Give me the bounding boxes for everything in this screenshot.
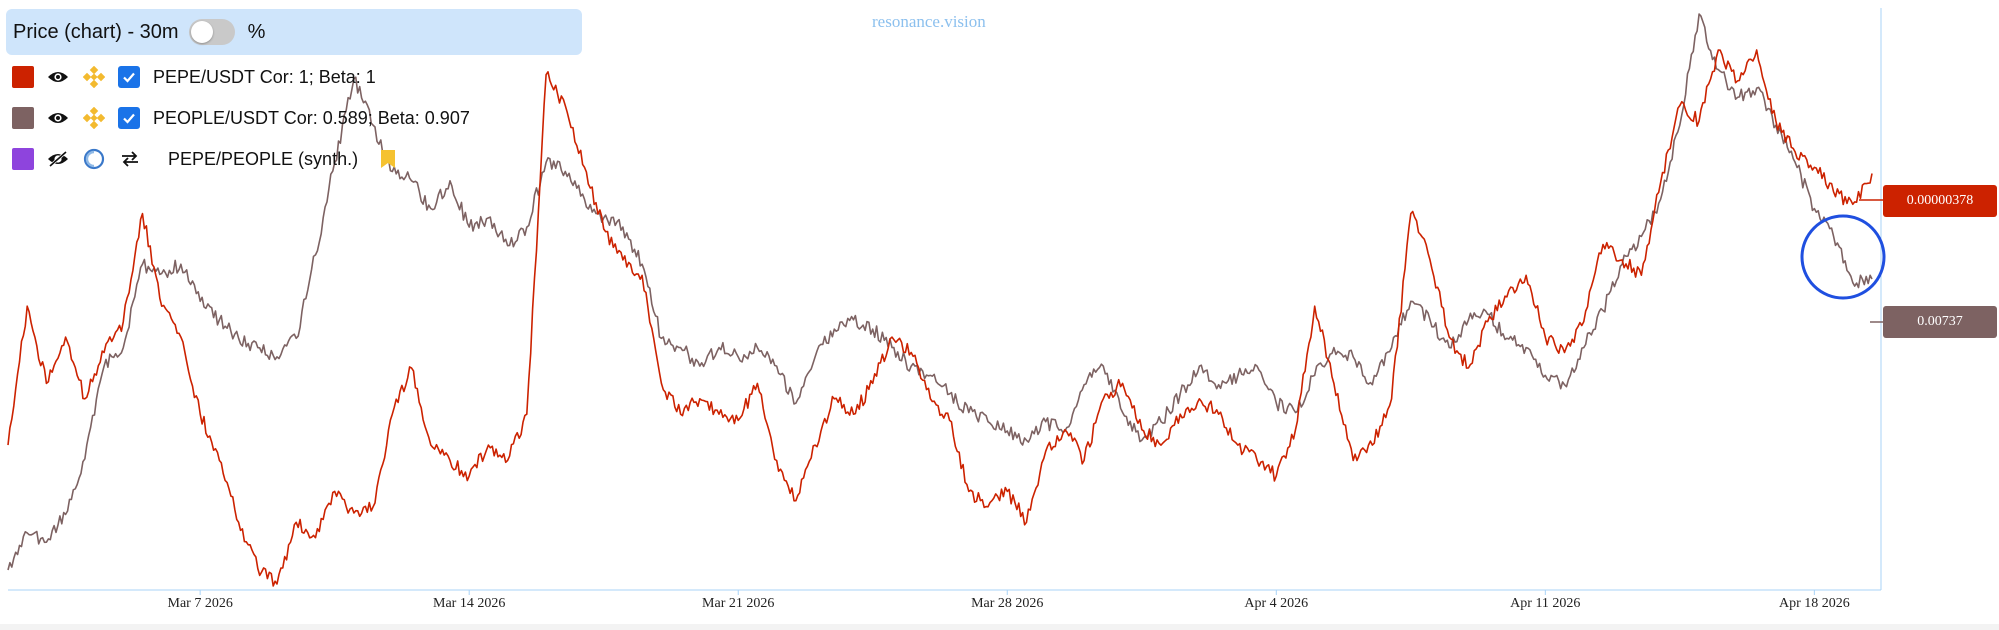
x-tick-label: Mar 21 2026: [702, 596, 775, 611]
chart-header: Price (chart) - 30m %: [6, 9, 582, 55]
legend-label: PEPE/USDT Cor: 1; Beta: 1: [153, 66, 376, 87]
series-checkbox[interactable]: [118, 66, 140, 88]
x-tick-label: Mar 7 2026: [167, 596, 233, 611]
swap-icon[interactable]: [118, 147, 142, 171]
legend-item-pepe-usdt: PEPE/USDT Cor: 1; Beta: 1: [12, 63, 376, 91]
binance-icon: [82, 65, 106, 89]
people-price-label: 0.00737: [1883, 306, 1997, 338]
legend-label: PEPE/PEOPLE (synth.): [168, 148, 359, 169]
watermark: resonance.vision: [872, 12, 986, 31]
x-tick-label: Apr 11 2026: [1510, 596, 1581, 611]
binance-icon: [82, 106, 106, 130]
x-tick-label: Mar 14 2026: [433, 596, 506, 611]
percent-toggle[interactable]: [188, 19, 235, 45]
eye-icon[interactable]: [46, 106, 70, 130]
x-tick-label: Apr 18 2026: [1778, 596, 1850, 611]
x-tick-label: Mar 28 2026: [971, 596, 1044, 611]
eye-icon[interactable]: [46, 65, 70, 89]
series-line-pepe-usdt: [7, 49, 1873, 587]
toggle-knob: [190, 21, 213, 43]
check-icon: [123, 72, 135, 83]
bookmark-icon[interactable]: [376, 147, 400, 171]
x-tick-label: Apr 4 2026: [1244, 596, 1309, 611]
legend-item-people-usdt: PEOPLE/USDT Cor: 0.589; Beta: 0.907: [12, 104, 470, 132]
series-checkbox[interactable]: [118, 107, 140, 129]
series-line-people-usdt: [7, 13, 1873, 571]
eye-off-icon[interactable]: [46, 147, 70, 171]
color-swatch[interactable]: [12, 148, 34, 170]
legend-label: PEOPLE/USDT Cor: 0.589; Beta: 0.907: [153, 107, 470, 128]
chart-title: Price (chart) - 30m: [13, 20, 179, 43]
annotation-circle: [1800, 214, 1886, 300]
legend-item-pepe-people-synth: PEPE/PEOPLE (synth.): [12, 145, 412, 173]
percent-label: %: [247, 20, 266, 43]
synthetic-icon: [82, 147, 106, 171]
color-swatch[interactable]: [12, 66, 34, 88]
check-icon: [123, 113, 135, 124]
pepe-price-label: 0.00000378: [1883, 185, 1997, 217]
color-swatch[interactable]: [12, 107, 34, 129]
